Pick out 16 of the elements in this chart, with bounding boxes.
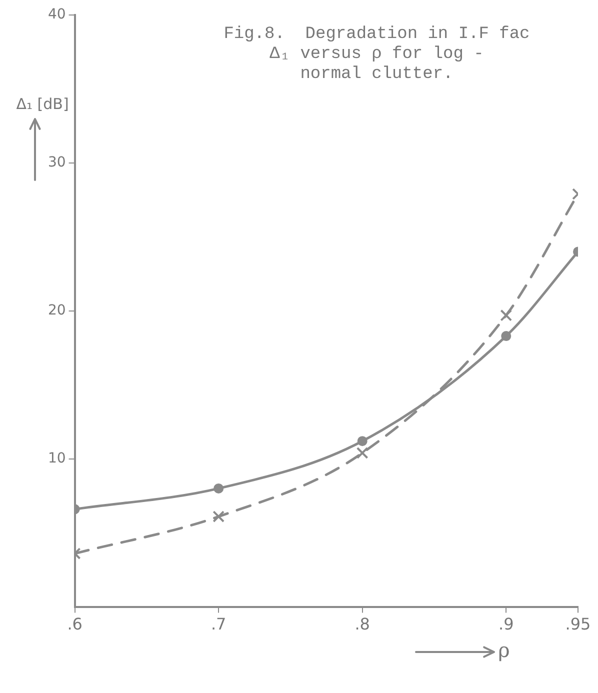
point: [212, 510, 225, 522]
y-tick-label: 40: [48, 6, 66, 23]
x-tick-label: .6: [67, 614, 82, 634]
y-tick-label: 10: [48, 450, 66, 466]
x-tick-label: .9: [498, 614, 514, 634]
text: Fig.8. Degradation in I.F fac Δ₁ versus ρ for log - normal clutter.: [224, 25, 530, 84]
point: [356, 446, 368, 459]
y-tick-label: 20: [48, 302, 66, 319]
x-tick-label: .8: [354, 614, 370, 634]
x-axis-title: ρ: [498, 638, 510, 662]
x-tick-label: .95: [565, 614, 591, 634]
y-axis-title: Δ₁ [dB]: [16, 94, 69, 113]
point: [214, 483, 224, 494]
y-tick-label: 30: [48, 154, 66, 171]
point: [357, 436, 368, 446]
x-tick-label: .7: [210, 614, 226, 634]
